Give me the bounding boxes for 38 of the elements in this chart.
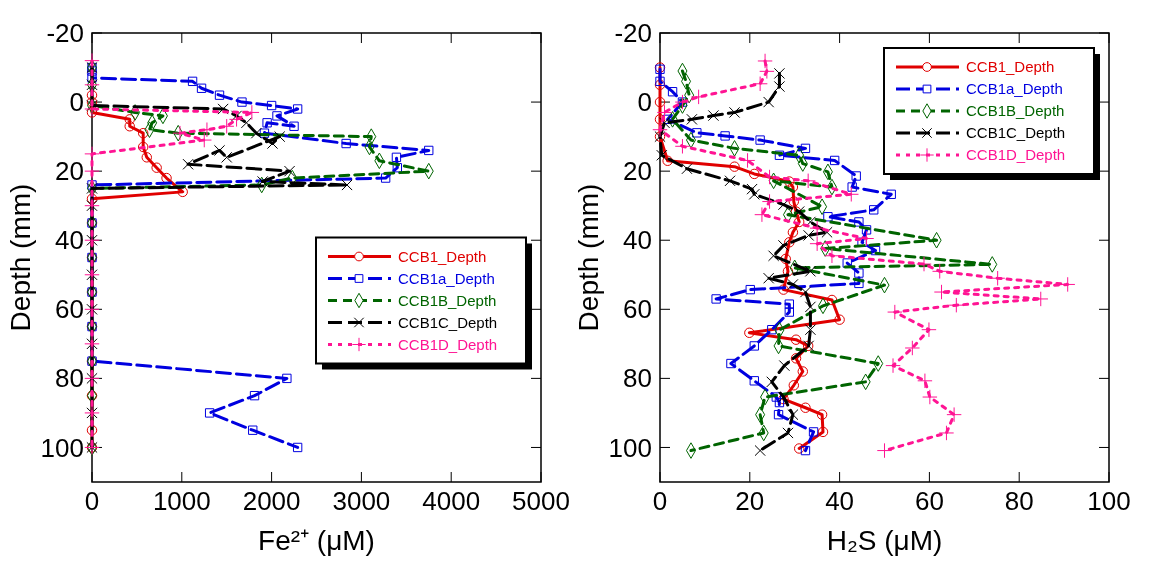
x-tick-label: 1000 — [152, 486, 211, 516]
legend-label: CCB1C_Depth — [398, 313, 498, 331]
y-tick-label: 80 — [623, 363, 652, 394]
x-tick-label: 2000 — [242, 486, 301, 516]
x-tick-label: 80 — [1004, 486, 1034, 516]
y-tick-label: 60 — [55, 294, 84, 325]
legend-label: CCB1C_Depth — [966, 124, 1066, 142]
y-tick-label: 0 — [69, 87, 84, 118]
x-tick-label: 20 — [735, 486, 765, 516]
x-tick-label: 5000 — [512, 486, 570, 516]
legend-label: CCB1_Depth — [398, 247, 487, 265]
y-tick-label: 20 — [623, 156, 652, 187]
legend-label: CCB1D_Depth — [398, 335, 498, 353]
legend-label: CCB1B_Depth — [398, 291, 497, 309]
x-tick-label: 4000 — [422, 486, 481, 516]
legend-label: CCB1D_Depth — [966, 146, 1066, 164]
x-tick-label: 60 — [914, 486, 944, 516]
y-tick-label: 60 — [623, 294, 652, 325]
y-tick-label: 80 — [55, 363, 84, 394]
y-tick-label: 20 — [55, 156, 84, 187]
y-tick-label: -20 — [46, 18, 84, 49]
y-tick-label: 100 — [40, 432, 84, 463]
x-axis-title: H₂S (μM) — [826, 525, 943, 556]
x-tick-label: 40 — [825, 486, 855, 516]
legend-label: CCB1B_Depth — [966, 102, 1065, 120]
y-tick-label: 100 — [608, 432, 652, 463]
x-axis-title: Fe²⁺ (μM) — [258, 525, 375, 556]
legend-label: CCB1a_Depth — [966, 80, 1063, 98]
x-tick-label: 3000 — [332, 486, 391, 516]
y-tick-label: 0 — [637, 87, 652, 118]
legend-label: CCB1_Depth — [966, 58, 1055, 76]
legend-label: CCB1a_Depth — [398, 269, 495, 287]
y-tick-label: 40 — [55, 225, 84, 256]
y-tick-label: 40 — [623, 225, 652, 256]
y-axis-title: Depth (mm) — [5, 183, 36, 332]
x-tick-label: 100 — [1087, 486, 1131, 516]
y-tick-label: -20 — [614, 18, 652, 49]
y-axis-title: Depth (mm) — [573, 183, 604, 332]
